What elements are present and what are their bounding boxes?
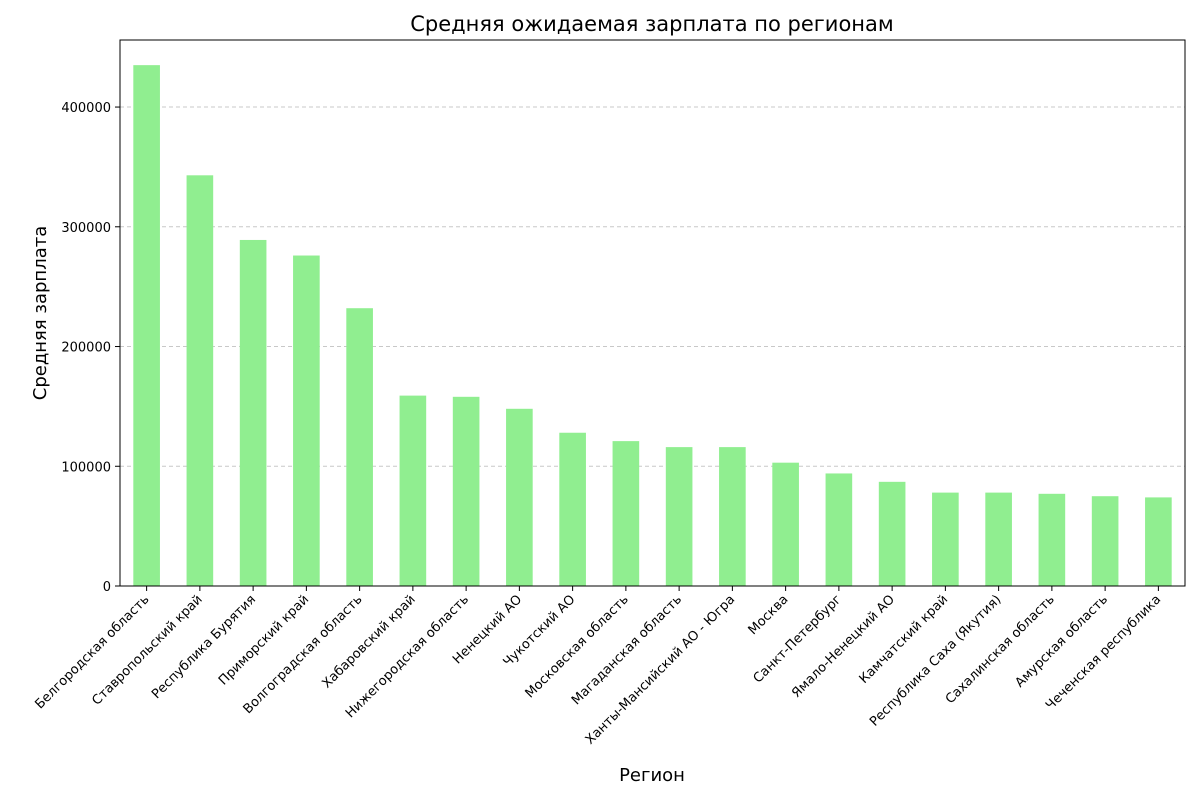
bar bbox=[932, 492, 959, 586]
x-tick-label: Приморский край bbox=[216, 592, 312, 688]
bar bbox=[612, 441, 640, 586]
bar bbox=[133, 65, 160, 587]
x-tick-label: Московская область bbox=[523, 592, 632, 701]
x-tick-label: Чеченская республика bbox=[1043, 592, 1164, 713]
y-tick-label: 300000 bbox=[61, 221, 111, 236]
x-tick-label: Амурская область bbox=[1013, 592, 1111, 690]
bar bbox=[1038, 493, 1066, 586]
bar bbox=[559, 432, 586, 586]
y-tick-label: 400000 bbox=[61, 101, 111, 116]
grid-lines bbox=[120, 106, 1185, 467]
x-tick-label: Москва bbox=[746, 592, 792, 638]
x-tick-label: Ямало-Ненецкий АО bbox=[789, 592, 898, 701]
x-tick-label: Камчатский край bbox=[857, 592, 952, 687]
bar bbox=[825, 473, 853, 586]
y-tick-label: 200000 bbox=[61, 341, 111, 356]
x-tick-label: Ставропольский край bbox=[89, 592, 205, 708]
bar bbox=[878, 481, 906, 586]
x-axis-label: Регион bbox=[619, 765, 685, 786]
bar bbox=[1145, 497, 1172, 586]
y-axis: 0 100000 200000 300000 400000 bbox=[61, 101, 120, 595]
chart-title: Средняя ожидаемая зарплата по регионам bbox=[410, 12, 893, 36]
x-tick-label: Хабаровский край bbox=[320, 592, 419, 691]
bar bbox=[186, 175, 214, 587]
bar bbox=[719, 447, 746, 586]
x-tick-label: Республика Бурятия bbox=[149, 592, 259, 702]
bar bbox=[452, 396, 480, 586]
bars bbox=[133, 65, 1172, 587]
y-axis-label: Средняя зарплата bbox=[30, 226, 51, 401]
plot-frame bbox=[119, 39, 1186, 587]
y-tick-label: 0 bbox=[103, 580, 111, 595]
bar bbox=[772, 462, 799, 586]
bar bbox=[665, 447, 693, 586]
bar bbox=[506, 408, 533, 586]
bar bbox=[346, 308, 373, 586]
bar bbox=[239, 239, 267, 587]
x-tick-label: Магаданская область bbox=[569, 592, 685, 708]
bar bbox=[293, 255, 320, 587]
bar bbox=[1091, 496, 1119, 586]
x-tick-label: Санкт-Петербург bbox=[751, 592, 845, 686]
x-tick-label: Сахалинская область bbox=[943, 592, 1058, 707]
bar bbox=[985, 492, 1012, 586]
bar bbox=[399, 395, 427, 586]
y-tick-label: 100000 bbox=[61, 460, 111, 475]
